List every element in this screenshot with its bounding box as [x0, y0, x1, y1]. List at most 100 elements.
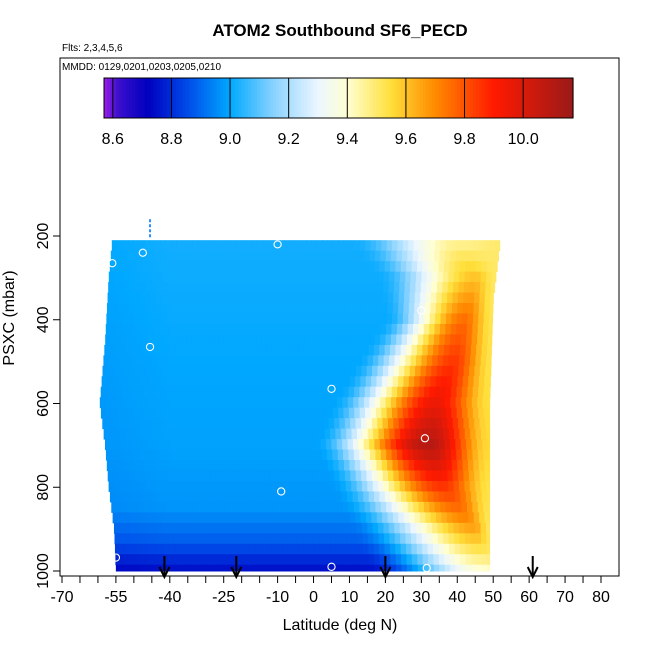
- heatmap-cell: [237, 418, 243, 430]
- heatmap-cell: [380, 323, 387, 335]
- heatmap-cell: [409, 512, 415, 524]
- heatmap-cell: [296, 365, 303, 377]
- heatmap-cell: [256, 250, 263, 262]
- heatmap-cell: [345, 522, 352, 534]
- heatmap-cell: [286, 522, 293, 534]
- heatmap-cell: [381, 407, 388, 419]
- heatmap-cell: [133, 386, 139, 398]
- heatmap-cell: [466, 564, 473, 572]
- heatmap-cell: [220, 470, 227, 482]
- heatmap-cell: [398, 365, 405, 377]
- heatmap-cell: [172, 292, 179, 304]
- colorbar-swatch: [110, 78, 114, 118]
- heatmap-cell: [393, 470, 400, 482]
- heatmap-cell: [297, 533, 304, 545]
- heatmap-cell: [139, 376, 146, 388]
- heatmap-cell: [198, 313, 204, 325]
- heatmap-cell: [360, 303, 367, 314]
- heatmap-cell: [351, 271, 358, 283]
- heatmap-cell: [203, 407, 210, 419]
- heatmap-cell: [401, 250, 408, 262]
- heatmap-cell: [430, 460, 437, 471]
- heatmap-cell: [337, 501, 344, 513]
- heatmap-cell: [149, 449, 155, 461]
- heatmap-cell: [410, 271, 417, 283]
- heatmap-cell: [438, 554, 445, 566]
- colorbar-swatch: [210, 78, 215, 118]
- colorbar-swatch: [522, 78, 527, 118]
- heatmap-cell: [432, 543, 439, 555]
- heatmap-cell: [113, 522, 120, 534]
- heatmap-cell: [394, 355, 401, 367]
- heatmap-cell: [411, 543, 418, 555]
- heatmap-cell: [350, 418, 357, 430]
- heatmap-cell: [414, 292, 421, 304]
- heatmap-cell: [457, 512, 464, 524]
- heatmap-cell: [336, 491, 343, 503]
- heatmap-cell: [441, 292, 448, 304]
- heatmap-cell: [408, 313, 415, 325]
- heatmap-cell: [360, 376, 367, 388]
- heatmap-cell: [487, 439, 491, 451]
- heatmap-cell: [146, 271, 153, 283]
- heatmap-cell: [143, 250, 150, 262]
- heatmap-cell: [402, 240, 409, 252]
- heatmap-cell: [131, 543, 138, 555]
- heatmap-cell: [312, 470, 319, 482]
- heatmap-cell: [190, 261, 197, 273]
- heatmap-cell: [217, 554, 224, 566]
- heatmap-cell: [427, 491, 434, 503]
- heatmap-cell: [361, 282, 368, 294]
- heatmap-cell: [333, 512, 340, 524]
- heatmap-cell: [207, 334, 214, 346]
- heatmap-cell: [295, 313, 301, 325]
- heatmap-cell: [292, 543, 299, 555]
- heatmap-cell: [344, 376, 351, 388]
- heatmap-cell: [289, 501, 296, 513]
- heatmap-cell: [421, 271, 428, 283]
- heatmap-cell: [279, 460, 286, 471]
- heatmap-cell: [421, 428, 428, 440]
- heatmap-cell: [438, 261, 445, 273]
- heatmap-cell: [226, 365, 233, 377]
- heatmap-cell: [419, 460, 426, 471]
- heatmap-cell: [226, 418, 233, 430]
- heatmap-cell: [249, 261, 256, 273]
- heatmap-cell: [170, 501, 177, 513]
- heatmap-cell: [433, 397, 440, 409]
- heatmap-cell: [436, 282, 443, 294]
- heatmap-cell: [278, 449, 285, 461]
- heatmap-cell: [346, 543, 353, 555]
- heatmap-cell: [162, 480, 169, 492]
- colorbar-swatch: [329, 78, 333, 118]
- heatmap-cell: [272, 323, 279, 335]
- colorbar-swatch: [316, 78, 321, 118]
- heatmap-cell: [248, 282, 255, 294]
- heatmap-cell: [254, 533, 261, 545]
- heatmap-cell: [101, 376, 108, 388]
- heatmap-cell: [485, 470, 491, 482]
- heatmap-cell: [341, 491, 348, 503]
- heatmap-cell: [387, 376, 394, 388]
- heatmap-cell: [380, 501, 387, 513]
- heatmap-cell: [260, 344, 267, 356]
- heatmap-cell: [306, 303, 313, 314]
- heatmap-cell: [359, 240, 366, 252]
- heatmap-cell: [452, 418, 459, 430]
- colorbar-swatch: [272, 78, 277, 118]
- heatmap-cell: [167, 522, 174, 534]
- heatmap-cell: [425, 292, 432, 304]
- heatmap-cell: [326, 250, 333, 262]
- heatmap-cell: [297, 355, 304, 367]
- heatmap-cell: [426, 355, 433, 367]
- heatmap-cell: [413, 240, 420, 252]
- heatmap-cell: [320, 261, 326, 273]
- heatmap-cell: [233, 533, 239, 545]
- heatmap-cell: [470, 261, 477, 273]
- heatmap-cell: [428, 439, 435, 451]
- heatmap-cell: [356, 271, 363, 283]
- heatmap-cell: [176, 386, 183, 398]
- heatmap-cell: [204, 512, 211, 524]
- heatmap-cell: [384, 533, 390, 545]
- heatmap-cell: [211, 428, 218, 440]
